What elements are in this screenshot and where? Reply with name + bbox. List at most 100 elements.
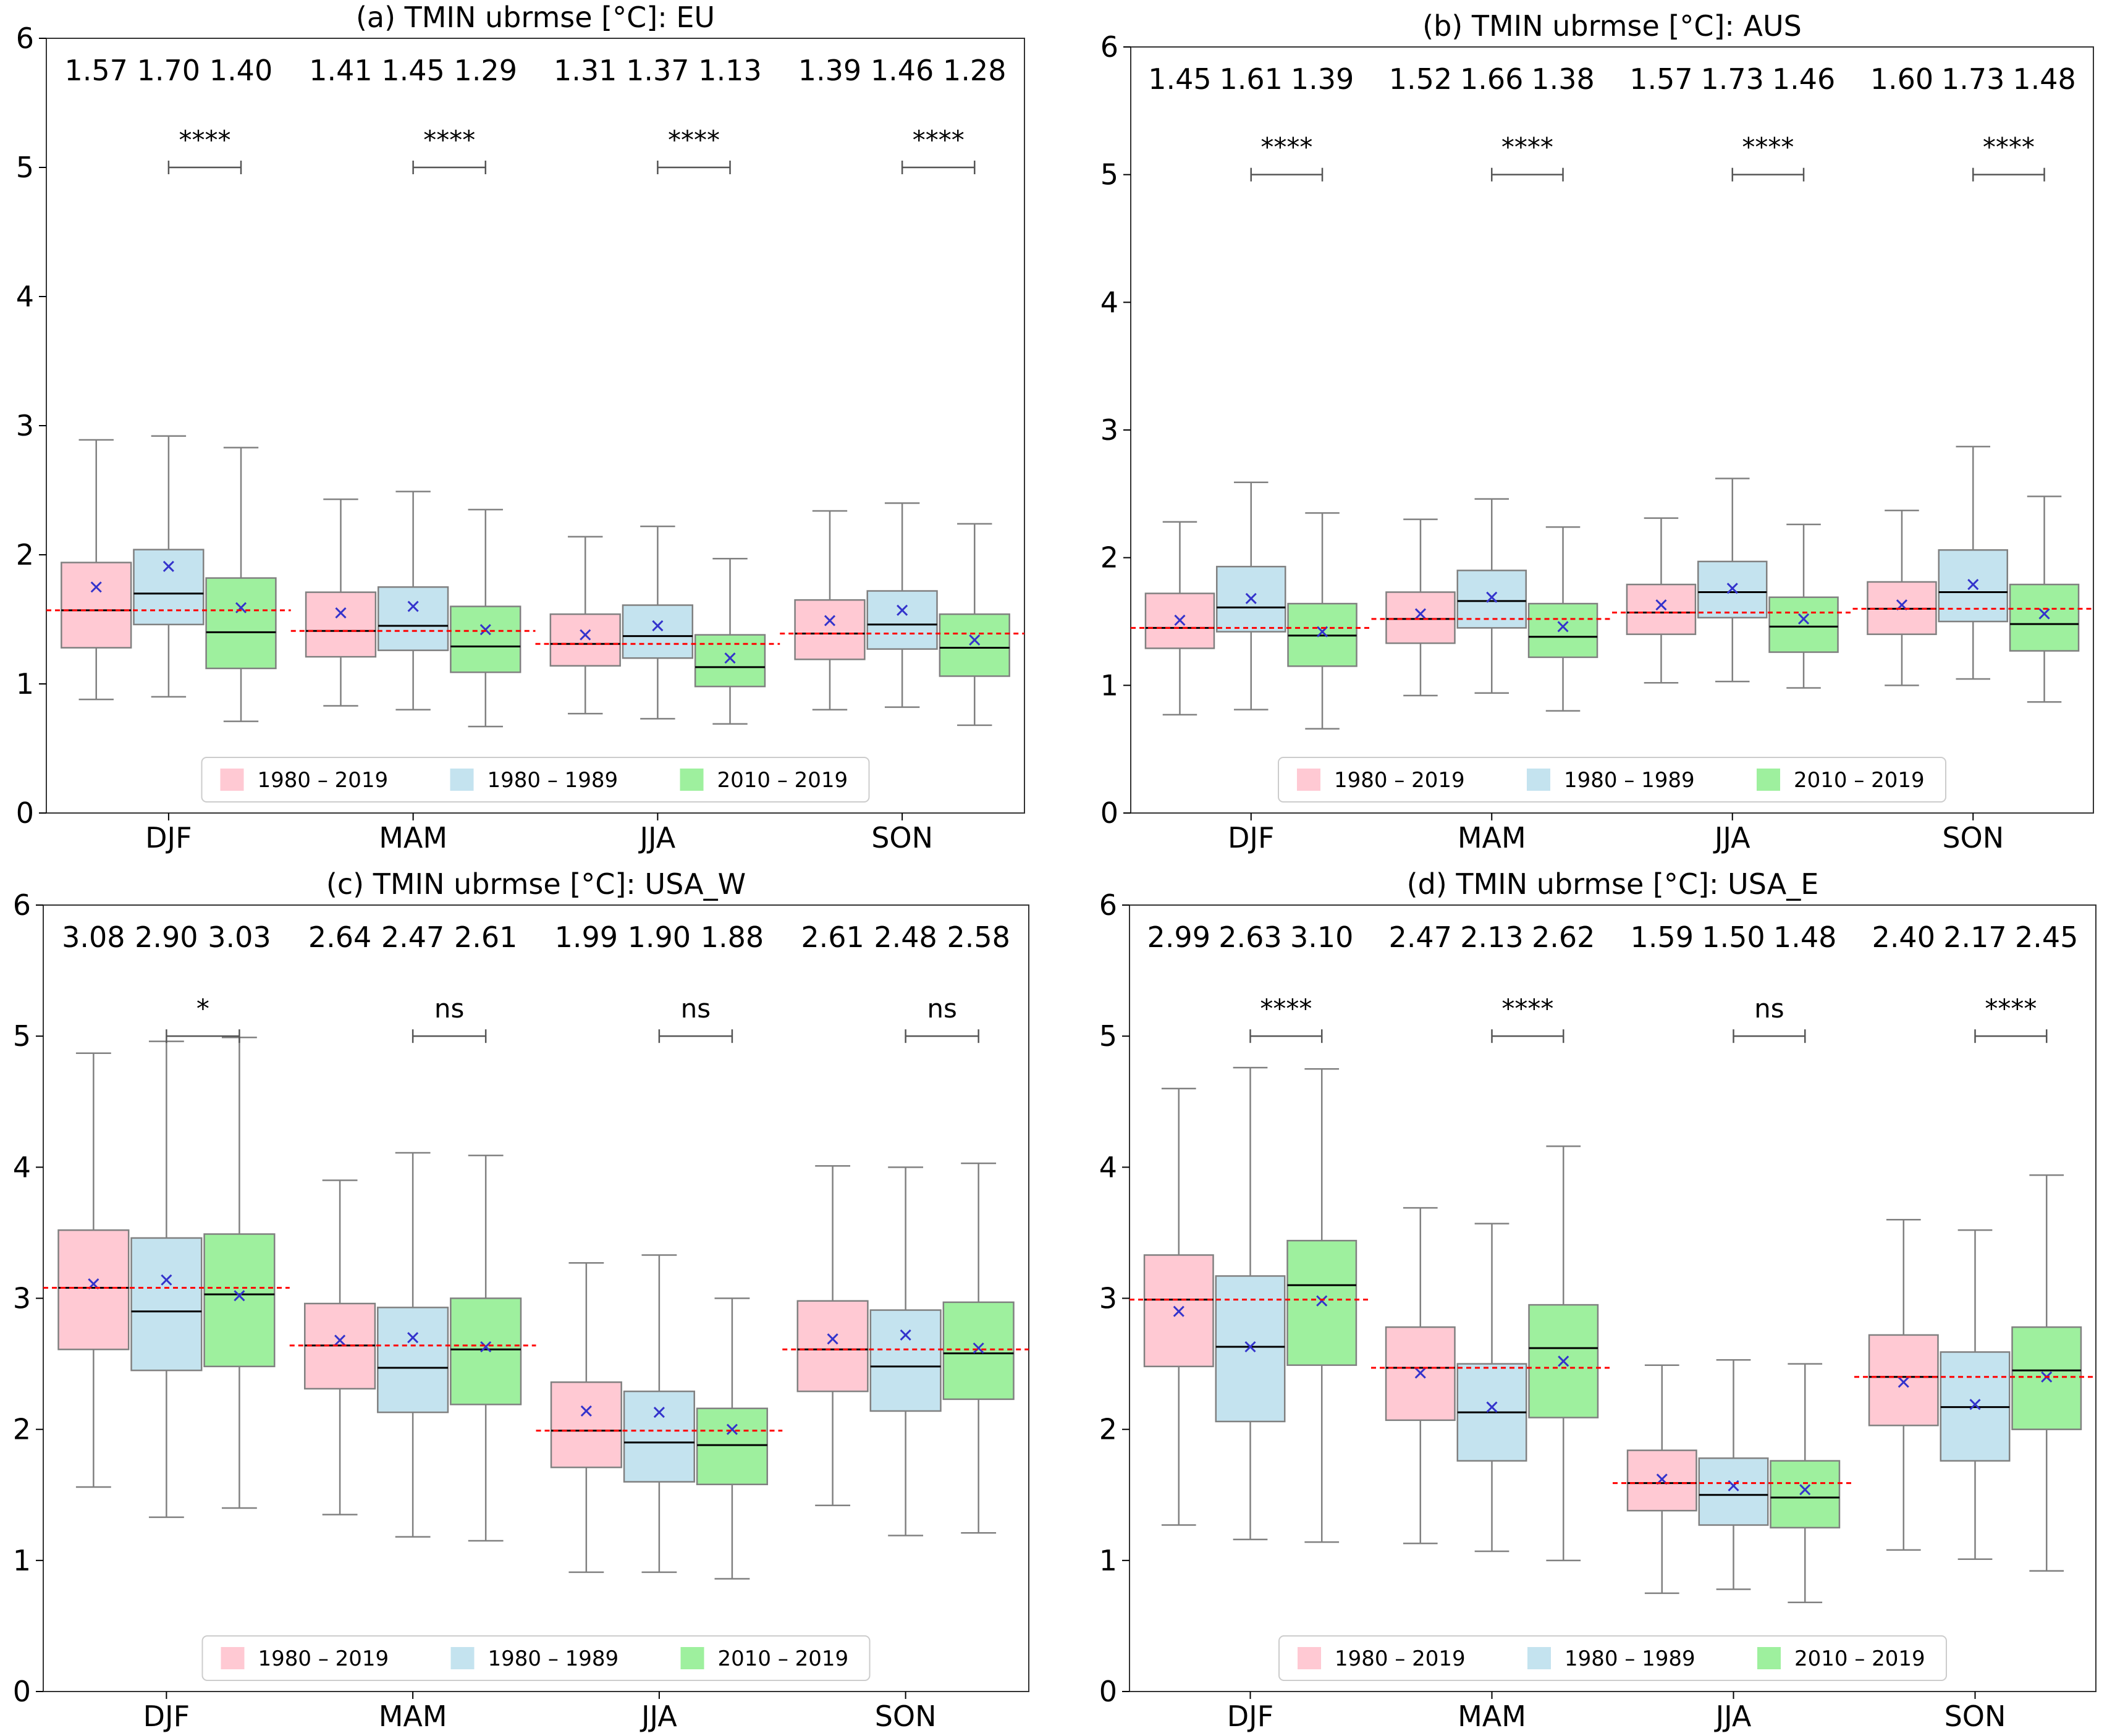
y-tick-label: 0 <box>1099 1675 1117 1708</box>
box-SON-period-3 <box>939 523 1010 727</box>
x-tick-label: DJF <box>1227 1700 1273 1733</box>
median-value-label: 2.62 <box>1532 921 1595 954</box>
box-iqr <box>1144 592 1215 649</box>
median-value-label: 2.17 <box>1943 921 2006 954</box>
y-tick-label: 4 <box>13 1150 31 1184</box>
box-iqr <box>61 562 132 649</box>
box-SON-period-3 <box>2011 1174 2082 1572</box>
box-DJF-period-1 <box>1144 521 1215 716</box>
mean-marker <box>407 600 419 612</box>
x-tick-label: JJA <box>640 1700 677 1733</box>
significance-label: **** <box>668 125 720 155</box>
box-DJF-period-1 <box>1143 1087 1214 1526</box>
significance-label: ns <box>927 993 957 1024</box>
significance-label: **** <box>913 125 965 155</box>
median-value-label: 1.57 <box>1629 62 1692 96</box>
x-tick-label: DJF <box>1228 821 1274 854</box>
x-tick-label: JJA <box>1713 821 1750 854</box>
box-iqr <box>377 586 449 651</box>
box-iqr <box>623 1390 695 1483</box>
median-value-label: 1.66 <box>1460 62 1523 96</box>
y-tick-label: 6 <box>16 22 34 55</box>
mean-marker <box>1797 613 1810 625</box>
panel-title: (b) TMIN ubrmse [°C]: AUS <box>1422 9 1802 43</box>
y-tick-label: 4 <box>1100 285 1118 319</box>
mean-marker <box>1558 1355 1569 1367</box>
box-iqr <box>2009 583 2080 652</box>
median-value-label: 1.31 <box>554 54 617 87</box>
box-iqr <box>133 549 205 626</box>
significance-label: **** <box>1985 993 2037 1024</box>
mean-marker <box>653 1407 665 1418</box>
legend-swatch <box>220 769 244 791</box>
mean-marker <box>1174 614 1186 626</box>
y-tick-label: 1 <box>13 1544 31 1577</box>
y-tick-label: 5 <box>16 151 34 184</box>
y-tick-label: 5 <box>1100 158 1118 192</box>
mean-marker <box>1726 583 1738 594</box>
mean-marker <box>2038 608 2050 620</box>
box-SON-period-1 <box>794 510 866 711</box>
median-value-label: 2.45 <box>2015 921 2078 954</box>
median-value-label: 1.13 <box>698 54 761 87</box>
y-tick-label: 0 <box>1100 796 1118 830</box>
box-DJF-period-3 <box>1286 1068 1358 1543</box>
y-tick-label: 0 <box>16 796 34 830</box>
median-value-label: 1.29 <box>454 54 517 87</box>
box-iqr <box>1385 591 1456 644</box>
median-value-label: 2.99 <box>1147 921 1210 954</box>
median-value-label: 1.57 <box>65 54 128 87</box>
mean-marker <box>1967 579 1979 591</box>
mean-marker <box>824 615 836 626</box>
legend-swatch <box>221 1647 245 1669</box>
mean-marker <box>1316 1295 1328 1307</box>
median-value-label: 1.73 <box>1701 62 1764 96</box>
box-SON-period-2 <box>1940 1229 2011 1560</box>
box-DJF-period-2 <box>1215 481 1286 710</box>
mean-marker <box>724 652 736 664</box>
median-value-label: 2.58 <box>947 921 1010 954</box>
box-MAM-period-3 <box>1528 1145 1599 1562</box>
median-value-label: 1.52 <box>1389 62 1452 96</box>
median-value-label: 2.48 <box>874 921 937 954</box>
legend: 1980 – 2019 1980 – 1989 2010 – 2019 <box>1278 757 1946 803</box>
legend-swatch <box>680 1647 704 1669</box>
x-tick-label: MAM <box>1458 821 1526 854</box>
mean-marker <box>580 1405 592 1417</box>
panel-1: (a) TMIN ubrmse [°C]: EU 0 1 2 3 4 5 6 DJF 1.57 1.… <box>16 1 1025 854</box>
box-MAM-period-3 <box>1527 526 1598 712</box>
legend: 1980 – 2019 1980 – 1989 2010 – 2019 <box>201 757 870 803</box>
y-tick-label: 6 <box>1100 30 1118 64</box>
y-tick-label: 1 <box>16 667 34 701</box>
median-value-label: 1.45 <box>1148 62 1211 96</box>
y-tick-label: 5 <box>13 1019 31 1053</box>
box-JJA-period-3 <box>696 1297 768 1580</box>
box-MAM-period-3 <box>450 1154 522 1542</box>
median-value-label: 3.03 <box>208 921 271 954</box>
significance-label: **** <box>1260 132 1312 162</box>
legend-label: 1980 – 1989 <box>1564 1646 1695 1671</box>
median-value-label: 2.63 <box>1218 921 1282 954</box>
median-value-label: 1.46 <box>1772 62 1835 96</box>
median-value-label: 1.48 <box>1773 921 1836 954</box>
box-iqr <box>1626 1449 1697 1512</box>
box-iqr <box>1528 1304 1599 1418</box>
x-tick-label: MAM <box>379 821 447 854</box>
y-tick-label: 2 <box>13 1413 31 1446</box>
box-JJA-period-3 <box>1768 523 1839 689</box>
legend-label: 1980 – 2019 <box>258 768 389 793</box>
mean-marker <box>969 634 981 646</box>
panel-title: (a) TMIN ubrmse [°C]: EU <box>356 1 715 34</box>
box-MAM-period-1 <box>304 1179 376 1515</box>
x-tick-label: SON <box>1942 821 2004 854</box>
mean-marker <box>1799 1484 1811 1496</box>
significance-label: **** <box>179 125 230 155</box>
panel-title: (d) TMIN ubrmse [°C]: USA_E <box>1407 867 1819 901</box>
median-value-label: 2.13 <box>1460 921 1523 954</box>
y-tick-label: 3 <box>13 1282 31 1315</box>
box-iqr <box>205 577 277 670</box>
box-SON-period-1 <box>1867 509 1937 686</box>
median-value-label: 1.99 <box>555 921 618 954</box>
box-iqr <box>1215 1275 1286 1423</box>
median-value-label: 1.39 <box>798 54 861 87</box>
